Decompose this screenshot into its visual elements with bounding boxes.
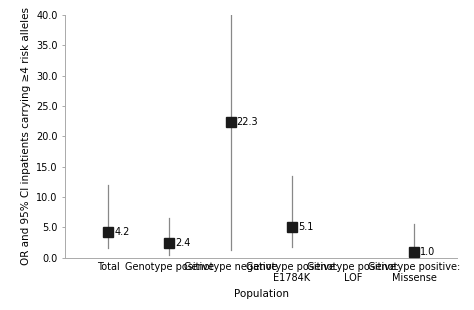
Text: 5.1: 5.1 [298, 222, 313, 232]
Text: 2.4: 2.4 [175, 238, 191, 248]
Text: 22.3: 22.3 [237, 117, 258, 127]
X-axis label: Population: Population [234, 289, 289, 299]
Y-axis label: OR and 95% CI inpatients carrying ≥4 risk alleles: OR and 95% CI inpatients carrying ≥4 ris… [20, 7, 31, 265]
Text: 4.2: 4.2 [114, 227, 130, 237]
Text: 1.0: 1.0 [420, 246, 436, 256]
